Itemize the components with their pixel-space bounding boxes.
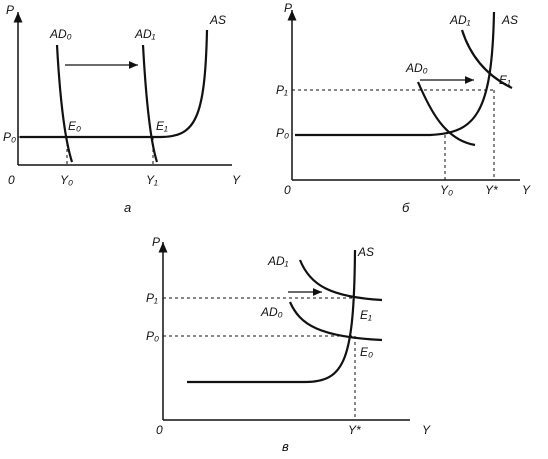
p-axis-label: P — [6, 3, 14, 17]
e1-label: E₁ — [360, 308, 372, 322]
guide-lines — [18, 136, 160, 165]
as-curve — [187, 249, 357, 384]
p1-label: P₁ — [146, 291, 158, 305]
e1-label: E₁ — [156, 119, 168, 133]
guide-lines — [292, 89, 495, 180]
ad1-curve — [298, 259, 383, 302]
as-curve — [20, 29, 209, 139]
ad1-curve — [141, 44, 159, 163]
y1-label: Y₁ — [146, 173, 158, 187]
y-axis-label: Y — [232, 173, 241, 187]
y-axis-label: Y — [522, 183, 531, 197]
p0-label: P₀ — [146, 329, 159, 343]
as-label: AS — [501, 13, 518, 27]
as-label: AS — [209, 13, 226, 27]
caption: а — [124, 200, 131, 215]
y0-label: Y₀ — [440, 183, 453, 197]
y-axis-label: Y — [422, 423, 431, 437]
e0-label: E₀ — [360, 345, 373, 359]
panel-a: P AD₀ AD₁ AS P₀ E₀ E₁ 0 Y₀ Y₁ Y а — [3, 3, 241, 215]
origin-label: 0 — [156, 423, 163, 437]
e0-label: E₀ — [68, 119, 81, 133]
ad0-label: AD₀ — [405, 61, 428, 75]
p-axis-label: P — [284, 1, 292, 15]
guide-lines — [163, 297, 356, 420]
caption: в — [282, 439, 289, 454]
panel-c: P AD₁ AS AD₀ E₁ E₀ P₁ P₀ 0 Y* Y в — [146, 235, 431, 454]
caption: б — [402, 200, 410, 215]
p-axis-label: P — [152, 235, 160, 249]
ad0-label: AD₀ — [260, 305, 283, 319]
ad0-label: AD₀ — [49, 27, 72, 41]
p0-label: P₀ — [276, 126, 289, 140]
ad1-label: AD₁ — [134, 27, 156, 41]
ad0-curve — [416, 81, 476, 147]
origin-label: 0 — [284, 183, 291, 197]
ad0-curve — [55, 44, 74, 163]
y0-label: Y₀ — [60, 173, 73, 187]
e1-label: E₁ — [499, 73, 511, 87]
ad1-label: AD₁ — [449, 13, 471, 27]
as-curve — [295, 11, 496, 137]
ystar-label: Y* — [485, 183, 498, 197]
ystar-label: Y* — [348, 423, 361, 437]
p0-label: P₀ — [3, 130, 16, 144]
origin-label: 0 — [8, 173, 15, 187]
ad1-label: AD₁ — [267, 254, 289, 268]
ad0-curve — [288, 301, 383, 342]
ad1-curve — [460, 29, 513, 89]
as-label: AS — [357, 245, 374, 259]
p1-label: P₁ — [276, 83, 288, 97]
panel-b: P AD₁ AS AD₀ E₁ P₁ P₀ 0 Y₀ Y* Y б — [276, 1, 531, 215]
